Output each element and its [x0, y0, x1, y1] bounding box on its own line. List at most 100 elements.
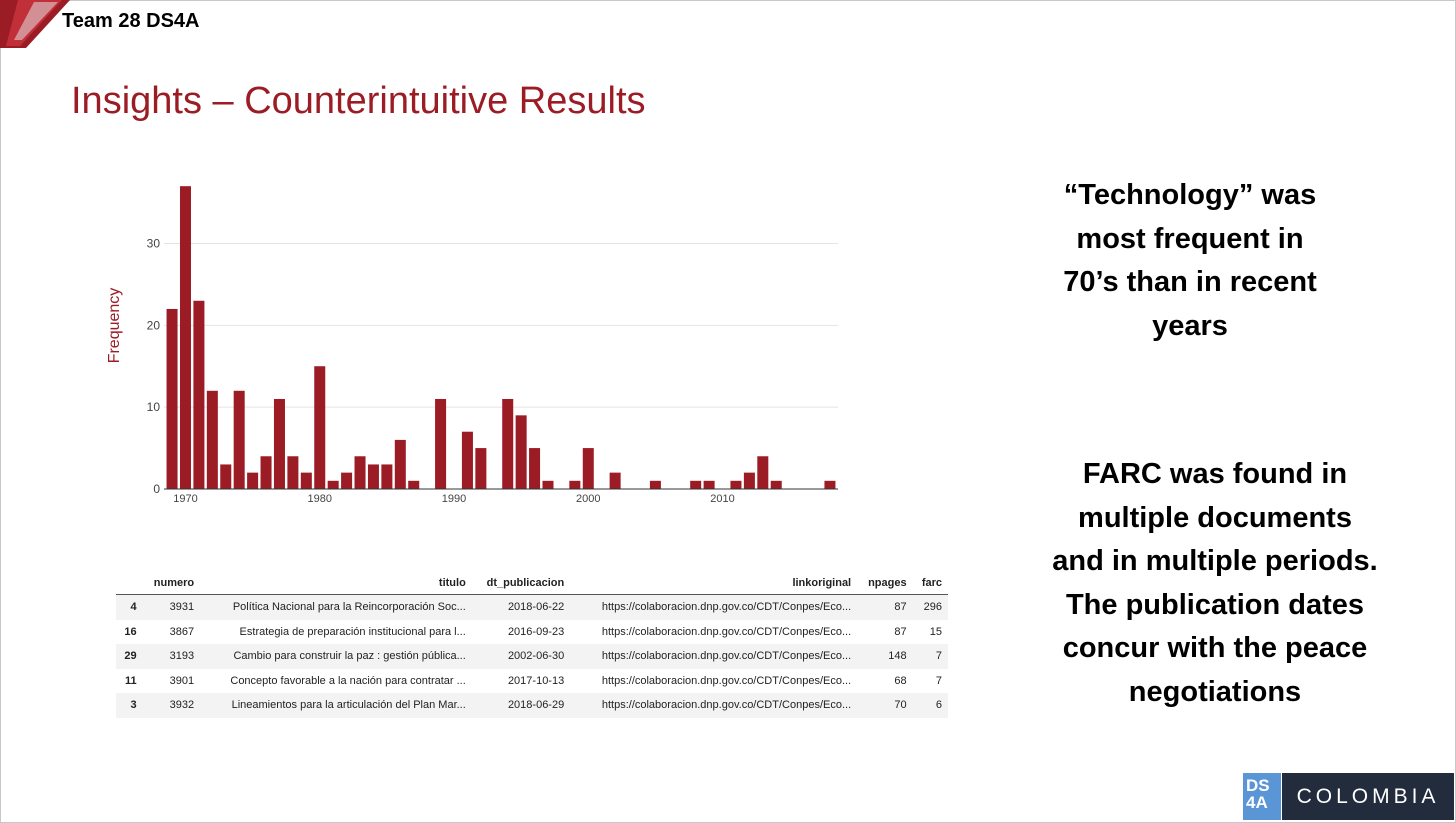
- x-tick-label: 2010: [710, 493, 734, 505]
- cell-dt_publicacion: 2018-06-22: [471, 594, 571, 620]
- x-tick-label: 1990: [442, 493, 466, 505]
- cell-farc: 6: [912, 693, 948, 718]
- bar: [367, 464, 379, 489]
- cell-farc: 7: [935, 674, 942, 687]
- y-tick-label: 0: [153, 482, 160, 496]
- bar: [529, 448, 541, 489]
- bar: [166, 308, 178, 489]
- bar: [461, 431, 473, 489]
- cell-linkoriginal: https://colaboracion.dnp.gov.co/CDT/Conp…: [570, 644, 858, 669]
- bar: [206, 390, 218, 489]
- x-tick-label: 2000: [576, 493, 600, 505]
- column-header: farc: [912, 572, 948, 595]
- column-header: npages: [857, 572, 913, 595]
- cell-dt_publicacion: 2018-06-29: [471, 693, 571, 718]
- cell-titulo: Lineamientos para la articulación del Pl…: [200, 693, 472, 718]
- bar: [341, 472, 353, 489]
- table-row: 11 3901 Concepto favorable a la nación par…: [116, 669, 948, 694]
- column-header: dt_publicacion: [471, 572, 571, 595]
- cell-npages: 70: [857, 693, 913, 718]
- slide-title: Insights – Counterintuitive Results: [71, 80, 646, 122]
- bar: [475, 448, 487, 489]
- cell-dt_publicacion: 2002-06-30: [471, 644, 571, 669]
- bar: [300, 472, 312, 489]
- bar: [233, 390, 245, 489]
- cell-numero: 3901: [169, 674, 195, 687]
- bar: [354, 456, 366, 489]
- table-body: 4 3931 Política Nacional para la Reincorpo…: [116, 594, 948, 718]
- logo-ds-text: DS: [1246, 776, 1270, 795]
- bar: [515, 415, 527, 489]
- frequency-chart: 0 10 20 30 1970 1980 1990 2000 2010 Frequency: [106, 186, 838, 505]
- y-tick-label: 10: [147, 400, 161, 414]
- cell-linkoriginal: https://colaboracion.dnp.gov.co/CDT/Conp…: [601, 674, 852, 687]
- cell-numero: 3931: [142, 594, 201, 620]
- bar: [247, 472, 259, 489]
- bar: [730, 480, 742, 489]
- insight2-line: concur with the peace: [1062, 632, 1368, 664]
- column-header: linkoriginal: [570, 572, 858, 595]
- bar: [703, 480, 715, 489]
- cell-index: 16: [124, 625, 137, 638]
- cell-linkoriginal: https://colaboracion.dnp.gov.co/CDT/Conp…: [570, 693, 858, 718]
- bar: [757, 456, 769, 489]
- documents-table: numero titulo dt_publicacion linkorigina…: [116, 572, 948, 718]
- cell-titulo: Concepto favorable a la nación para cont…: [230, 674, 466, 687]
- bar: [743, 472, 755, 489]
- bar: [435, 398, 447, 489]
- cell-npages: 148: [857, 644, 913, 669]
- colombia-logo: COLOMBIA: [1282, 773, 1454, 820]
- bar: [327, 480, 339, 489]
- cell-linkoriginal: https://colaboracion.dnp.gov.co/CDT/Conp…: [601, 625, 852, 638]
- bar: [381, 464, 393, 489]
- insight1-line: most frequent in: [1076, 222, 1304, 255]
- insight2-line: FARC was found in: [1082, 458, 1348, 490]
- cell-npages: 87: [894, 625, 907, 638]
- table-row: 16 3867 Estrategia de preparación instituc…: [116, 620, 948, 645]
- cell-index: 4: [116, 594, 143, 620]
- bar: [502, 398, 514, 489]
- bar: [824, 480, 836, 489]
- cell-numero: 3193: [142, 644, 201, 669]
- bar: [649, 480, 661, 489]
- x-tick-label: 1980: [308, 493, 332, 505]
- column-header-index: [116, 572, 143, 595]
- bar: [179, 186, 191, 489]
- insight1-line: years: [1152, 309, 1228, 342]
- cell-numero: 3932: [142, 693, 201, 718]
- insight2-line: negotiations: [1128, 675, 1302, 708]
- bar: [770, 480, 782, 489]
- cell-index: 3: [116, 693, 143, 718]
- y-tick-label: 30: [147, 236, 161, 250]
- cell-farc: 15: [929, 625, 942, 638]
- column-header: numero: [142, 572, 201, 595]
- y-axis-label: Frequency: [106, 288, 123, 364]
- cell-npages: 68: [894, 674, 907, 687]
- team-label: Team 28 DS4A: [62, 10, 200, 32]
- column-header: titulo: [200, 572, 472, 595]
- bar: [193, 300, 205, 489]
- bar: [220, 464, 232, 489]
- cell-titulo: Política Nacional para la Reincorporació…: [200, 594, 472, 620]
- bar: [569, 480, 581, 489]
- bar: [394, 439, 406, 489]
- table-row: 3 3932 Lineamientos para la articulación d…: [116, 693, 948, 718]
- insight2-line: and in multiple periods.: [1052, 545, 1378, 577]
- insight2-line: The publication dates: [1065, 588, 1365, 621]
- bar: [542, 480, 554, 489]
- insight-technology: “Technology” was most frequent in 70’s tha…: [1030, 174, 1350, 348]
- bar: [609, 472, 621, 489]
- cell-npages: 87: [857, 594, 913, 620]
- corner-logo: [0, 0, 70, 48]
- table-header-row: numero titulo dt_publicacion linkorigina…: [116, 572, 948, 595]
- cell-farc: 7: [912, 644, 948, 669]
- bar: [582, 448, 594, 489]
- cell-titulo: Cambio para construir la paz : gestión p…: [200, 644, 472, 669]
- cell-titulo: Estrategia de preparación institucional …: [239, 625, 466, 638]
- bar: [408, 480, 420, 489]
- insight1-line: 70’s than in recent: [1063, 266, 1317, 298]
- insight-farc: FARC was found in multiple documents and i…: [1020, 453, 1410, 714]
- cell-linkoriginal: https://colaboracion.dnp.gov.co/CDT/Conp…: [570, 594, 858, 620]
- bar: [260, 456, 272, 489]
- bar: [690, 480, 702, 489]
